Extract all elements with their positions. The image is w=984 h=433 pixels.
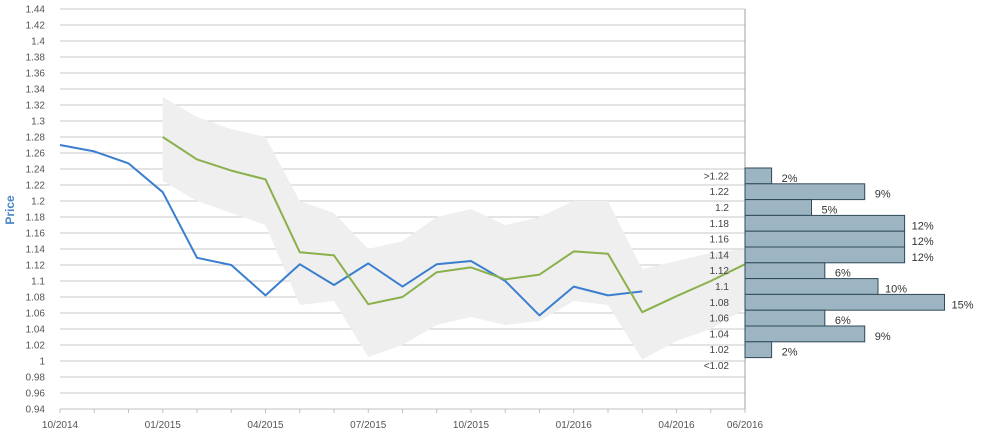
y-tick-label: 1.28 xyxy=(26,133,46,144)
y-tick-label: 1.16 xyxy=(26,229,46,240)
forecast-band-area xyxy=(162,97,745,360)
price-lines xyxy=(59,136,746,317)
y-tick-label: 1.14 xyxy=(26,245,46,256)
chart-gridlines xyxy=(60,8,745,410)
y-tick-label: 0.96 xyxy=(26,389,46,400)
y-tick-label: 1.02 xyxy=(26,341,46,352)
y-tick-label: 1.2 xyxy=(31,197,45,208)
distribution-histogram: >1.22 2% 1.22 9% 1.2 5% 1.18 12% 1.16 12% 1.14 12% 1… xyxy=(704,167,974,372)
histogram-percent-label: 10% xyxy=(885,284,907,296)
histogram-percent-label: 15% xyxy=(951,299,973,311)
histogram-bin-label: 1.1 xyxy=(715,282,729,293)
y-tick-label: 1.38 xyxy=(26,53,46,64)
histogram-bin-label: <1.02 xyxy=(704,361,730,372)
histogram-percent-label: 6% xyxy=(835,268,851,280)
histogram-percent-label: 9% xyxy=(875,189,891,201)
x-tick-label: 06/2016 xyxy=(727,420,764,431)
y-tick-label: 0.94 xyxy=(26,405,46,416)
histogram-percent-label: 5% xyxy=(822,205,838,217)
y-tick-label: 1.06 xyxy=(26,309,46,320)
y-tick-label: 1 xyxy=(39,357,45,368)
y-tick-label: 1.3 xyxy=(31,117,45,128)
histogram-percent-label: 2% xyxy=(782,347,798,359)
x-tick-label: 04/2016 xyxy=(658,420,695,431)
forecast-price-line xyxy=(162,136,746,314)
y-tick-label: 0.98 xyxy=(26,373,46,384)
y-axis-label: Price xyxy=(3,195,17,225)
y-tick-label: 1.08 xyxy=(26,293,46,304)
histogram-bar xyxy=(744,167,773,185)
histogram-bar xyxy=(744,293,945,311)
histogram-bin-label: 1.02 xyxy=(710,345,730,356)
x-tick-label: 01/2016 xyxy=(556,420,593,431)
histogram-bin-label: >1.22 xyxy=(704,171,730,182)
histogram-bar xyxy=(744,246,906,264)
y-tick-label: 1.22 xyxy=(26,181,46,192)
histogram-percent-label: 9% xyxy=(875,331,891,343)
histogram-percent-label: 12% xyxy=(912,236,934,248)
histogram-bar xyxy=(744,262,826,280)
histogram-percent-label: 12% xyxy=(912,220,934,232)
y-tick-label: 1.34 xyxy=(26,85,46,96)
histogram-bin-label: 1.04 xyxy=(710,329,730,340)
histogram-bar xyxy=(744,309,826,327)
historical-price-line xyxy=(59,144,643,317)
y-tick-label: 1.26 xyxy=(26,149,46,160)
y-tick-label: 1.36 xyxy=(26,69,46,80)
y-tick-label: 1.1 xyxy=(31,277,45,288)
histogram-bin-label: 1.22 xyxy=(710,187,730,198)
x-tick-label: 04/2015 xyxy=(247,420,284,431)
histogram-bin-label: 1.2 xyxy=(715,203,729,214)
histogram-percent-label: 2% xyxy=(782,173,798,185)
y-tick-label: 1.42 xyxy=(26,21,46,32)
histogram-bin-label: 1.06 xyxy=(710,314,730,325)
x-tick-label: 01/2015 xyxy=(145,420,182,431)
histogram-bin-label: 1.18 xyxy=(710,219,730,230)
histogram-bar xyxy=(744,199,812,216)
y-tick-label: 1.12 xyxy=(26,261,46,272)
histogram-bar xyxy=(744,278,879,295)
y-tick-label: 1.18 xyxy=(26,213,46,224)
y-tick-label: 1.04 xyxy=(26,325,46,336)
histogram-bar xyxy=(744,230,906,248)
y-tick-label: 1.44 xyxy=(26,5,46,16)
x-tick-label: 07/2015 xyxy=(350,420,387,431)
histogram-bin-label: 1.16 xyxy=(710,235,730,246)
histogram-bin-label: 1.14 xyxy=(710,250,730,261)
histogram-percent-label: 6% xyxy=(835,315,851,327)
histogram-percent-label: 12% xyxy=(912,252,934,264)
x-tick-label: 10/2014 xyxy=(42,420,79,431)
histogram-bar xyxy=(744,183,866,201)
histogram-bin-label: 1.12 xyxy=(710,266,730,277)
histogram-bar xyxy=(744,325,866,343)
y-tick-label: 1.24 xyxy=(26,165,46,176)
x-tick-label: 10/2015 xyxy=(453,420,490,431)
histogram-bin-label: 1.08 xyxy=(710,298,730,309)
forecast-band xyxy=(162,97,745,360)
y-tick-label: 1.4 xyxy=(31,37,45,48)
histogram-bar xyxy=(744,214,906,232)
histogram-bar xyxy=(744,341,773,359)
y-tick-label: 1.32 xyxy=(26,101,46,112)
chart-axes: 0.94 0.96 0.98 1 1.02 1.04 1.06 1.08 1.1 1.12 1.14… xyxy=(26,5,764,432)
